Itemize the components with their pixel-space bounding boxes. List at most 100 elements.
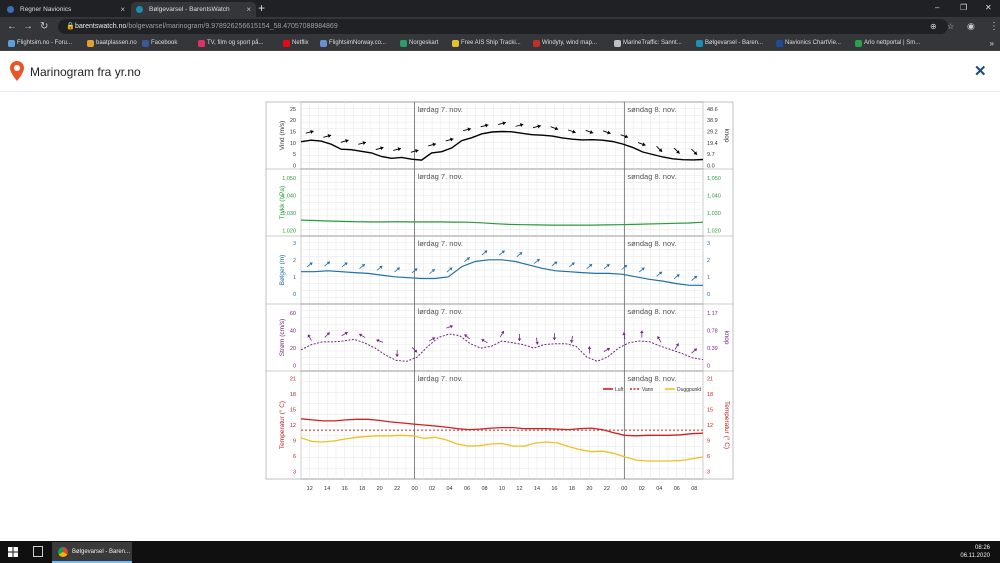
wave-arrow-icon bbox=[394, 267, 401, 273]
wave-arrow-icon bbox=[516, 251, 523, 258]
url-path: /bolgevarsel/marinogram/9.97892625661515… bbox=[126, 23, 338, 30]
current-arrow-head bbox=[569, 339, 574, 343]
y-tick-label-right: 9.7 bbox=[707, 152, 715, 158]
current-arrow-icon bbox=[517, 334, 522, 342]
reload-icon[interactable]: ↻ bbox=[40, 21, 49, 32]
wind-arrow-head bbox=[432, 142, 436, 147]
tab-close-icon[interactable]: × bbox=[246, 5, 251, 14]
y-tick-label: 21 bbox=[290, 377, 296, 383]
y-tick-label: 6 bbox=[293, 454, 296, 460]
y-tick-label-right: 1,040 bbox=[707, 193, 721, 199]
current-arrow-head bbox=[622, 332, 626, 336]
day-label: lørdag 7. nov. bbox=[418, 307, 463, 316]
bookmark-favicon-icon bbox=[283, 40, 290, 47]
bookmark-item[interactable]: TV, film og sport på... bbox=[198, 36, 263, 51]
tab-bolgevarsel[interactable]: Bølgevarsel - BarentsWatch × bbox=[131, 2, 256, 17]
tab-close-icon[interactable]: × bbox=[120, 5, 125, 14]
bookmark-item[interactable]: Arlo nettportal | Sm... bbox=[855, 36, 920, 51]
current-ylabel: Strøm (cm/s) bbox=[279, 319, 286, 357]
current-arrow-head bbox=[606, 347, 610, 351]
wind-arrow-head bbox=[502, 121, 506, 126]
bookmark-star-icon[interactable]: ☆ bbox=[947, 22, 955, 31]
current-line bbox=[300, 333, 704, 362]
back-icon[interactable]: ← bbox=[7, 21, 17, 32]
tab-regner-navionics[interactable]: Regner Navionics × bbox=[2, 2, 130, 17]
x-tick-label: 12 bbox=[307, 486, 313, 492]
current-arrow-head bbox=[359, 333, 363, 337]
x-tick-label: 02 bbox=[429, 486, 435, 492]
bookmark-item[interactable]: Norgeskart bbox=[400, 36, 438, 51]
wind-arrow-icon bbox=[463, 127, 472, 132]
new-tab-button[interactable]: + bbox=[258, 1, 266, 15]
bookmark-item[interactable]: Free AIS Ship Tracki... bbox=[452, 36, 521, 51]
temperature-ylabel-right: Temperatur (° C) bbox=[723, 401, 731, 449]
bookmark-label: Facebook bbox=[151, 40, 178, 46]
current-arrow-head bbox=[344, 331, 348, 336]
pressure-line bbox=[300, 219, 704, 226]
wave-arrow-head bbox=[344, 262, 348, 266]
url-input[interactable]: 🔒 barentswatch.no/bolgevarsel/marinogram… bbox=[58, 19, 954, 34]
wind-arrow-head bbox=[327, 134, 332, 138]
current-arrow-head bbox=[552, 337, 557, 341]
wave-arrow-head bbox=[379, 265, 383, 269]
restore-icon[interactable]: ❐ bbox=[960, 3, 968, 12]
bookmark-item[interactable]: Facebook bbox=[142, 36, 177, 51]
x-tick-label: 20 bbox=[377, 486, 383, 492]
bookmark-label: FlightsimNorway.co... bbox=[329, 40, 386, 46]
wind-arrow-icon bbox=[498, 121, 506, 126]
wave-arrow-icon bbox=[691, 275, 698, 281]
bookmark-label: Bølgevarsel - Baren... bbox=[705, 40, 764, 46]
wind-line bbox=[300, 130, 704, 161]
lens-icon[interactable]: ⊕ bbox=[930, 22, 937, 31]
current-arrow-icon bbox=[622, 332, 626, 340]
bookmark-item[interactable]: Netflix bbox=[283, 36, 309, 51]
y-tick-label: 1,050 bbox=[282, 176, 296, 182]
bookmark-item[interactable]: baatplassen.no bbox=[87, 36, 137, 51]
bookmark-label: baatplassen.no bbox=[96, 40, 137, 46]
chart-marks bbox=[300, 121, 704, 462]
bookmark-item[interactable]: Navionics ChartVie... bbox=[776, 36, 841, 51]
wave-arrow-icon bbox=[376, 265, 383, 271]
current-arrow-head bbox=[449, 324, 453, 329]
temperature-ylabel: Temperatur (° C) bbox=[278, 401, 286, 449]
current-arrow-icon bbox=[535, 337, 539, 345]
x-tick-label: 10 bbox=[499, 486, 505, 492]
y-tick-label-right: 21 bbox=[707, 377, 713, 383]
bookmarks-more-icon[interactable]: » bbox=[989, 39, 994, 48]
current-arrow-icon bbox=[307, 334, 312, 341]
forward-icon[interactable]: → bbox=[23, 21, 33, 32]
windows-start-icon[interactable] bbox=[8, 547, 18, 557]
current-arrow-head bbox=[481, 339, 485, 343]
wave-arrow-icon bbox=[499, 250, 505, 256]
wind-ylabel-right: knop bbox=[723, 128, 730, 142]
x-tick-label: 22 bbox=[394, 486, 400, 492]
url-host: barentswatch.no bbox=[75, 23, 127, 30]
y-tick-label-right: 3 bbox=[707, 241, 710, 247]
minimize-icon[interactable]: – bbox=[935, 3, 940, 12]
legend-label: Duggpunkt bbox=[677, 387, 702, 393]
bookmark-favicon-icon bbox=[533, 40, 540, 47]
taskbar-chrome-item[interactable]: Bølgevarsel - Baren... bbox=[52, 542, 132, 563]
wind-arrow-head bbox=[693, 151, 698, 155]
menu-icon[interactable]: ⋮ bbox=[989, 21, 999, 32]
wave-arrow-icon bbox=[534, 258, 540, 264]
y-tick-label-right: 1.17 bbox=[707, 311, 718, 317]
wave-arrow-icon bbox=[621, 264, 628, 270]
bookmark-item[interactable]: MarineTraffic: Sannt... bbox=[614, 36, 682, 51]
y-tick-label: 3 bbox=[293, 469, 296, 475]
current-arrow-head bbox=[432, 337, 436, 341]
bookmark-item[interactable]: Flightsim.no - Foru... bbox=[8, 36, 72, 51]
bookmark-item[interactable]: FlightsimNorway.co... bbox=[320, 36, 386, 51]
profile-avatar-icon[interactable]: ◉ bbox=[967, 21, 975, 31]
wind-arrow-icon bbox=[691, 148, 698, 156]
wind-arrow-head bbox=[467, 127, 471, 132]
bookmark-item[interactable]: Bølgevarsel - Baren... bbox=[696, 36, 763, 51]
close-icon[interactable]: ✕ bbox=[974, 63, 987, 80]
bookmark-label: Norgeskart bbox=[409, 40, 439, 46]
bookmark-item[interactable]: Windyty, wind map... bbox=[533, 36, 597, 51]
y-tick-label: 5 bbox=[293, 152, 296, 158]
wave-arrow-icon bbox=[481, 250, 488, 256]
task-view-icon[interactable] bbox=[33, 546, 43, 557]
window-close-icon[interactable]: ✕ bbox=[985, 3, 992, 12]
system-clock[interactable]: 08:26 06.11.2020 bbox=[960, 544, 990, 560]
